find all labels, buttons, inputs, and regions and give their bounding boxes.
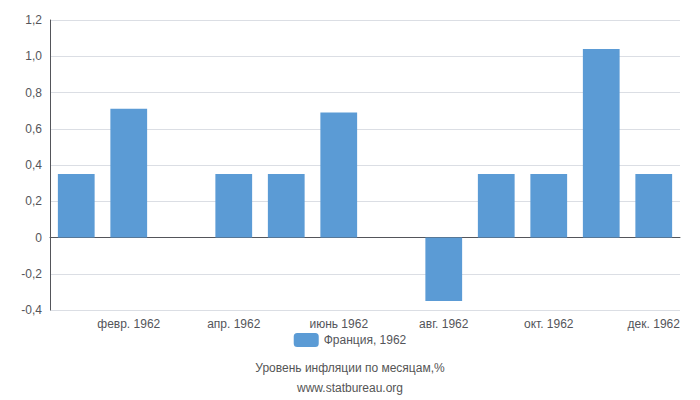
svg-text:0,8: 0,8 <box>25 86 42 100</box>
svg-text:www.statbureau.org: www.statbureau.org <box>296 381 403 395</box>
svg-text:1,0: 1,0 <box>25 49 42 63</box>
svg-text:0,6: 0,6 <box>25 122 42 136</box>
svg-text:0,2: 0,2 <box>25 194 42 208</box>
svg-text:0,4: 0,4 <box>25 158 42 172</box>
svg-text:апр. 1962: апр. 1962 <box>207 317 261 331</box>
svg-text:0: 0 <box>35 231 42 245</box>
svg-text:-0,4: -0,4 <box>21 303 42 317</box>
svg-text:1,2: 1,2 <box>25 13 42 27</box>
svg-text:февр. 1962: февр. 1962 <box>97 317 160 331</box>
svg-text:авг. 1962: авг. 1962 <box>419 317 469 331</box>
svg-text:дек. 1962: дек. 1962 <box>628 317 681 331</box>
svg-text:Уровень инфляции по месяцам,%: Уровень инфляции по месяцам,% <box>255 361 445 375</box>
svg-text:Франция, 1962: Франция, 1962 <box>324 333 407 347</box>
svg-text:окт. 1962: окт. 1962 <box>524 317 574 331</box>
svg-text:июнь 1962: июнь 1962 <box>309 317 368 331</box>
svg-text:-0,2: -0,2 <box>21 267 42 281</box>
